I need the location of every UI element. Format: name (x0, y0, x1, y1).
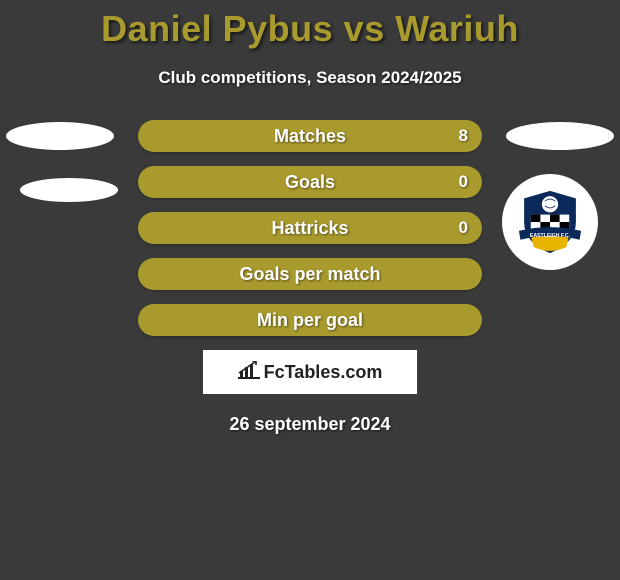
stat-label: Matches (274, 126, 346, 147)
stat-label: Goals per match (239, 264, 380, 285)
stat-bar-min-per-goal: Min per goal (138, 304, 482, 336)
stat-bar-hattricks: Hattricks 0 (138, 212, 482, 244)
source-logo: FcTables.com (203, 350, 417, 394)
stat-bar-goals-per-match: Goals per match (138, 258, 482, 290)
svg-text:EASTLEIGH F.C.: EASTLEIGH F.C. (530, 233, 571, 239)
stat-value-right: 0 (459, 218, 468, 238)
stat-value-right: 8 (459, 126, 468, 146)
stat-label: Hattricks (271, 218, 348, 239)
club-crest-eastleigh: EASTLEIGH F.C. (502, 174, 598, 270)
stat-bar-goals: Goals 0 (138, 166, 482, 198)
player-right-shadow-1 (506, 122, 614, 150)
player-left-shadow-1 (6, 122, 114, 150)
player-left-shadow-2 (20, 178, 118, 202)
stat-bar-matches: Matches 8 (138, 120, 482, 152)
generated-date: 26 september 2024 (0, 414, 620, 435)
stat-label: Min per goal (257, 310, 363, 331)
chart-icon (238, 361, 260, 384)
source-logo-text: FcTables.com (264, 362, 383, 383)
page-subtitle: Club competitions, Season 2024/2025 (0, 68, 620, 88)
page-title: Daniel Pybus vs Wariuh (0, 0, 620, 50)
stat-label: Goals (285, 172, 335, 193)
stat-value-right: 0 (459, 172, 468, 192)
